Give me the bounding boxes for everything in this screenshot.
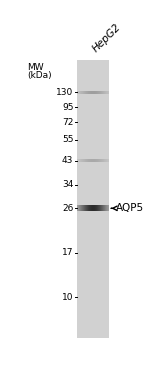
Text: 130: 130 xyxy=(56,88,73,97)
Text: (kDa): (kDa) xyxy=(27,71,51,80)
Text: 55: 55 xyxy=(62,135,73,144)
Text: 72: 72 xyxy=(62,118,73,127)
Text: 10: 10 xyxy=(62,293,73,302)
Text: 17: 17 xyxy=(62,248,73,257)
Text: 34: 34 xyxy=(62,180,73,189)
Text: HepG2: HepG2 xyxy=(90,22,122,54)
Text: 43: 43 xyxy=(62,156,73,165)
Text: 95: 95 xyxy=(62,103,73,112)
Text: AQP5: AQP5 xyxy=(116,203,144,213)
Text: 26: 26 xyxy=(62,204,73,213)
Text: MW: MW xyxy=(27,63,44,72)
